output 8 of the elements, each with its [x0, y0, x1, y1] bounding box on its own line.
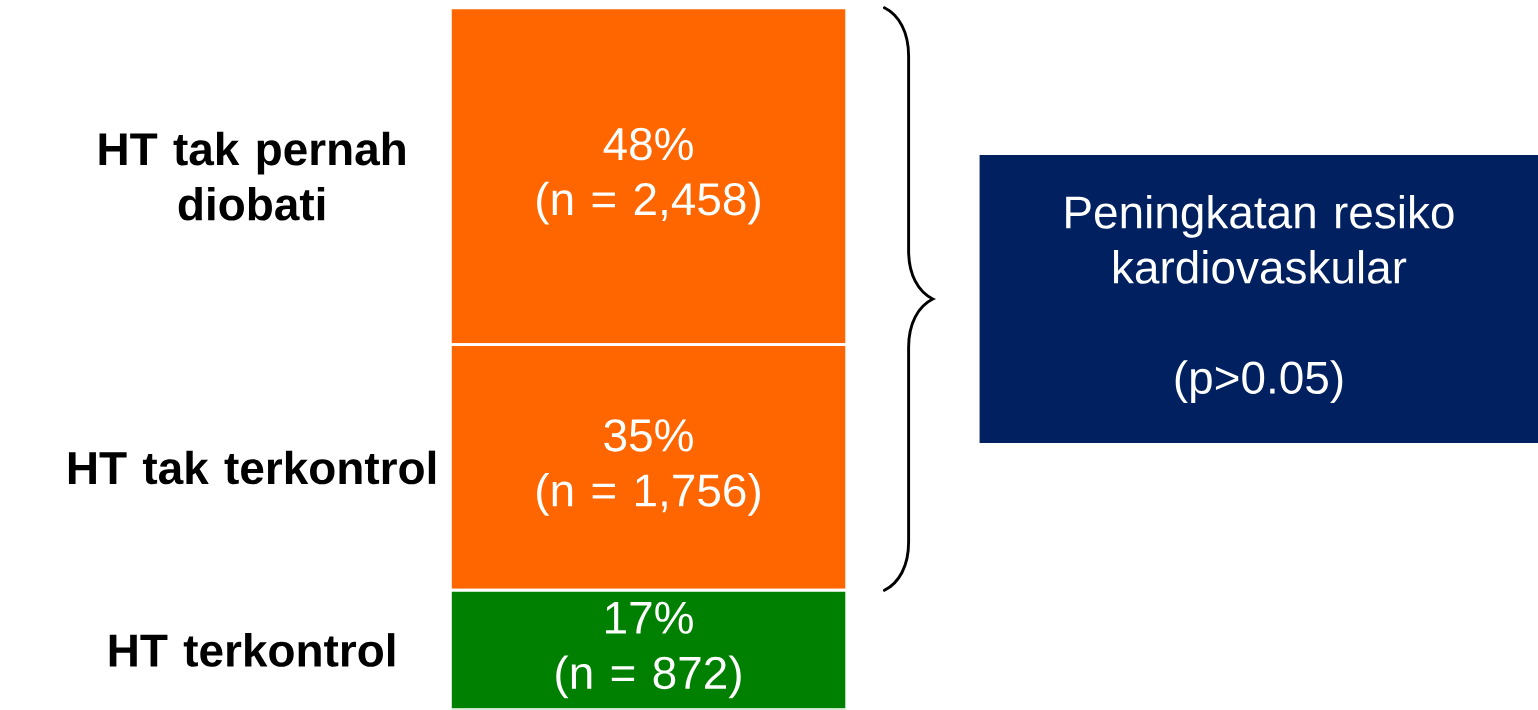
data-label: 35% (n = 1,756): [537, 419, 760, 516]
data-label: 17% (n = 872): [556, 601, 741, 699]
series-label: HT tak pernah diobati: [99, 131, 405, 221]
text: Peningkatan resiko kardiovaskular: [1066, 195, 1454, 284]
text: (p>0.05): [1175, 360, 1343, 404]
data-label: 48% (n = 2,458): [537, 128, 760, 225]
series-label: HT tak terkontrol: [68, 450, 436, 485]
series-label: HT terkontrol: [109, 633, 395, 668]
